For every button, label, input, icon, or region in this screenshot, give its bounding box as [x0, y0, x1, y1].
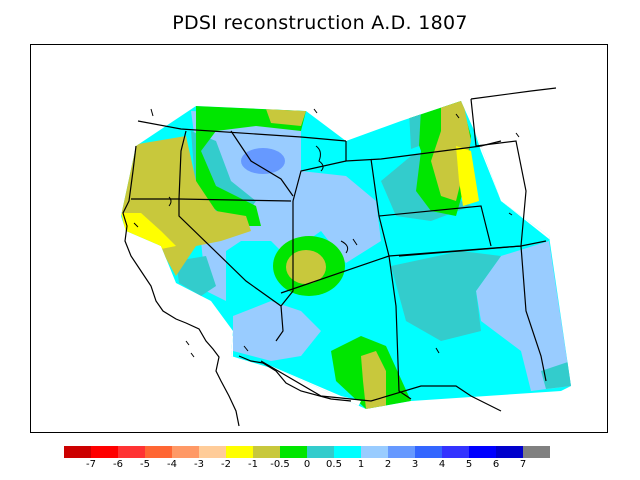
legend-swatch: [388, 446, 415, 458]
legend-swatch: [361, 446, 388, 458]
region-olive-center: [286, 250, 326, 284]
legend-swatch: [253, 446, 280, 458]
island-8: [190, 352, 195, 358]
nv-ut-border: [280, 201, 294, 307]
az-nm-border: [388, 255, 412, 400]
legend-swatch: [523, 446, 550, 458]
legend-tick-label: -2: [221, 459, 231, 470]
island-2: [313, 108, 318, 114]
island-1: [150, 108, 154, 117]
island-11: [455, 113, 460, 119]
legend-tick-label: 2: [384, 459, 392, 470]
region-light-blue: [191, 111, 381, 301]
legend-tick-label: -1: [248, 459, 258, 470]
montana-north: [470, 87, 557, 100]
region-yellow-ne: [456, 146, 479, 206]
legend-tick-label: 6: [492, 459, 500, 470]
nm-tx-border: [398, 245, 547, 382]
map-title: PDSI reconstruction A.D. 1807: [172, 12, 468, 34]
legend-tick-label: 0: [303, 459, 311, 470]
region-teal-sw: [176, 256, 216, 296]
boundaries: [122, 87, 557, 427]
id-or-border: [178, 130, 187, 200]
legend-swatch: [91, 446, 118, 458]
great-salt-lake: [315, 145, 324, 172]
island-10: [435, 347, 440, 354]
baja-coastline: [238, 355, 352, 402]
mexico-border: [260, 360, 502, 412]
lake-mead: [340, 240, 349, 254]
legend-swatch: [145, 446, 172, 458]
island-7: [185, 340, 190, 346]
id-mt-border: [230, 130, 294, 197]
legend-tick-label: -5: [140, 459, 150, 470]
island-9: [243, 345, 249, 352]
nv-ca-border: [178, 199, 284, 342]
small-features: [133, 108, 520, 358]
legend-tick-label: 0.5: [326, 459, 342, 470]
legend-bar: [64, 446, 550, 458]
legend-tick-label: 1: [357, 459, 365, 470]
co-ne-border: [378, 205, 492, 247]
legend-swatch: [496, 446, 523, 458]
region-teal-ne-strip: [409, 109, 421, 149]
region-olive-top: [266, 109, 306, 126]
legend-swatch: [442, 446, 469, 458]
legend-tick-label: -6: [113, 459, 123, 470]
island-3: [352, 238, 358, 246]
legend-swatch: [64, 446, 91, 458]
legend-tick-label: 5: [465, 459, 473, 470]
lake-tahoe: [168, 196, 172, 207]
legend-tick-label: 7: [519, 459, 527, 470]
legend-tick-label: -0.5: [270, 459, 290, 470]
legend-tick-label: -4: [167, 459, 177, 470]
region-light-blue-east: [476, 241, 571, 391]
legend-tick-label: 4: [438, 459, 446, 470]
legend-swatch: [280, 446, 307, 458]
color-legend: -7 -6 -5 -4 -3 -2 -1 -0.5 0 0.5 1 2 3 4 5 6 7: [64, 446, 578, 476]
island-6: [133, 222, 139, 228]
legend-swatch: [199, 446, 226, 458]
legend-swatch: [172, 446, 199, 458]
legend-swatch: [415, 446, 442, 458]
legend-swatch: [307, 446, 334, 458]
legend-tick-label: 3: [411, 459, 419, 470]
region-cornflower: [241, 148, 285, 174]
region-green-nw: [196, 106, 306, 226]
pdsi-map: [121, 87, 571, 427]
legend-swatch: [118, 446, 145, 458]
region-teal-corner: [541, 361, 571, 389]
island-5: [515, 132, 520, 138]
legend-swatch: [226, 446, 253, 458]
region-yellow-west: [121, 213, 176, 249]
island-4: [508, 212, 513, 216]
pacific-coastline: [122, 145, 240, 427]
legend-tick-label: -7: [86, 459, 96, 470]
region-olive-west: [121, 136, 251, 276]
map-frame: [30, 44, 608, 433]
id-nv-border: [178, 198, 292, 202]
legend-swatch: [469, 446, 496, 458]
ut-az-border: [280, 255, 390, 294]
region-teal-east: [391, 251, 501, 341]
legend-tick-label: -3: [194, 459, 204, 470]
ut-co-border: [292, 160, 347, 202]
legend-swatch: [334, 446, 361, 458]
sd-nd-border: [470, 98, 527, 247]
region-light-blue-south: [233, 301, 321, 361]
canada-border: [137, 120, 347, 142]
region-olive-south: [361, 351, 386, 409]
